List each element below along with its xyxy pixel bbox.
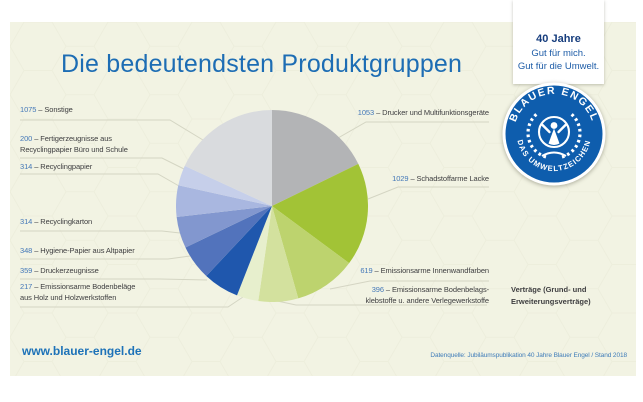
pie-callout-drucker: 1053– Drucker und Multifunktionsgeräte: [358, 107, 489, 118]
callout-text: – Recyclingpapier: [34, 162, 93, 171]
ribbon-tagline-2: Gut für die Umwelt.: [517, 61, 600, 72]
pie-slice-emissionsarme-bodenbeläge-aus-holz-und-holzwerkstoffen: [236, 206, 272, 302]
ribbon-tagline-1: Gut für mich.: [531, 48, 586, 59]
callout-text: – Emissionsarme Bodenbeläge: [34, 282, 136, 291]
callout-value: 348: [20, 246, 33, 255]
pie-callout-bodenbelagsklebstoffe: 396– Emissionsarme Bodenbelags- klebstof…: [365, 284, 489, 306]
callout-text: – Recyclingkarton: [34, 217, 93, 226]
callout-value: 314: [20, 162, 33, 171]
pie-callout-lacke: 1029– Schadstoffarme Lacke: [392, 173, 489, 184]
callout-text: – Hygiene-Papier aus Altpapier: [34, 246, 135, 255]
unit-note-line2: Erweiterungsverträge): [511, 296, 591, 306]
pie-callout-recyclingkarton: 314– Recyclingkarton: [20, 216, 92, 227]
pie-slice-drucker-und-multifunktionsgeräte: [272, 110, 359, 206]
unit-note: Verträge (Grund- und Erweiterungsverträg…: [511, 284, 641, 307]
pie-callout-recyclingpapier: 314– Recyclingpapier: [20, 161, 92, 172]
angel-figure-icon: [526, 111, 582, 159]
pie-callout-innenwandfarben: 619– Emissionsarme Innenwandfarben: [360, 265, 489, 276]
callout-value: 1053: [357, 108, 375, 117]
callout-text: – Fertigerzeugnisse aus: [34, 134, 112, 143]
pie-slice-druckerzeugnisse: [206, 206, 272, 296]
callout-text: Recyclingpapier Büro und Schule: [20, 145, 128, 154]
pie-callout-hygienepapier: 348– Hygiene-Papier aus Altpapier: [20, 245, 135, 256]
pie-chart: [176, 110, 368, 302]
callout-value: 217: [20, 282, 33, 291]
callout-text: klebstoffe u. andere Verlegewerkstoffe: [365, 296, 489, 305]
blauer-engel-seal-icon: BLAUER ENGEL DAS UMWELTZEICHEN: [502, 82, 606, 186]
callout-text: – Drucker und Multifunktionsgeräte: [376, 108, 489, 117]
callout-value: 1075: [20, 105, 37, 114]
pie-callout-bodenbelaege-holz: 217– Emissionsarme Bodenbeläge aus Holz …: [20, 281, 135, 303]
callout-text: – Sonstige: [38, 105, 73, 114]
pie-callout-druckerzeugnisse: 359– Druckerzeugnisse: [20, 265, 99, 276]
anniversary-ribbon: 40 Jahre Gut für mich. Gut für die Umwel…: [513, 0, 604, 84]
callout-text: – Schadstoffarme Lacke: [410, 174, 489, 183]
pie-slice-recyclingpapier: [176, 185, 272, 217]
pie-slice-schadstoffarme-lacke: [272, 163, 368, 264]
callout-text: – Emissionsarme Innenwandfarben: [374, 266, 490, 275]
pie-slice-emissionsarme-bodenbelagsklebstoffe-u-andere-verlegewerkstoffe: [258, 206, 299, 302]
pie-slice-hygiene-papier-aus-altpapier: [185, 206, 272, 276]
page-title: Die bedeutendsten Produktgruppen: [61, 50, 463, 78]
callout-value: 396: [371, 285, 384, 294]
pie-slice-fertigerzeugnisse-aus-recyclingpapier-büro-und-schule: [178, 165, 272, 206]
data-source-note: Datenquelle: Jubiläumspublikation 40 Jah…: [430, 352, 627, 359]
callout-value: 359: [20, 266, 33, 275]
pie-slice-sonstige: [184, 110, 272, 206]
callout-text: – Emissionsarme Bodenbelags-: [385, 285, 489, 294]
callout-value: 200: [20, 134, 33, 143]
callout-value: 619: [360, 266, 373, 275]
pie-callout-sonstige: 1075– Sonstige: [20, 104, 73, 115]
website-link[interactable]: www.blauer-engel.de: [22, 344, 142, 358]
ribbon-year: 40 Jahre: [536, 33, 581, 45]
callout-text: aus Holz und Holzwerkstoffen: [20, 293, 117, 302]
callout-text: – Druckerzeugnisse: [34, 266, 99, 275]
pie-slice-recyclingkarton: [176, 206, 272, 248]
callout-value: 1029: [392, 174, 409, 183]
pie-slice-emissionsarme-innenwandfarben: [272, 206, 350, 299]
callout-value: 314: [20, 217, 33, 226]
unit-note-line1: Verträge (Grund- und: [511, 285, 587, 294]
pie-callout-fertigerzeugnisse: 200– Fertigerzeugnisse aus Recyclingpapi…: [20, 133, 128, 155]
